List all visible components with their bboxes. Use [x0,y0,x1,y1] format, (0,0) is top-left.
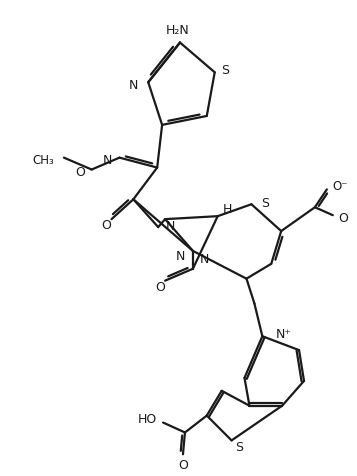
Text: O⁻: O⁻ [333,179,348,192]
Text: O: O [75,166,85,178]
Text: S: S [236,440,243,453]
Text: N⁺: N⁺ [276,327,292,340]
Text: S: S [261,197,269,209]
Text: N: N [200,253,209,266]
Text: H: H [223,202,232,215]
Text: N: N [166,219,176,232]
Text: HO: HO [138,412,157,425]
Text: N: N [176,250,185,263]
Text: O: O [102,218,111,231]
Text: CH₃: CH₃ [32,154,54,167]
Text: N: N [103,154,112,167]
Text: O: O [339,211,349,224]
Text: N: N [129,79,138,91]
Text: S: S [221,64,228,77]
Text: H₂N: H₂N [166,24,190,37]
Text: O: O [178,458,188,471]
Text: O: O [155,280,165,294]
